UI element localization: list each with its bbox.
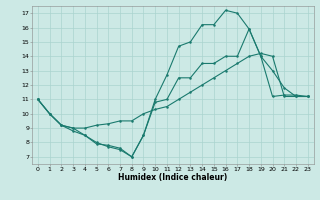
X-axis label: Humidex (Indice chaleur): Humidex (Indice chaleur) [118, 173, 228, 182]
